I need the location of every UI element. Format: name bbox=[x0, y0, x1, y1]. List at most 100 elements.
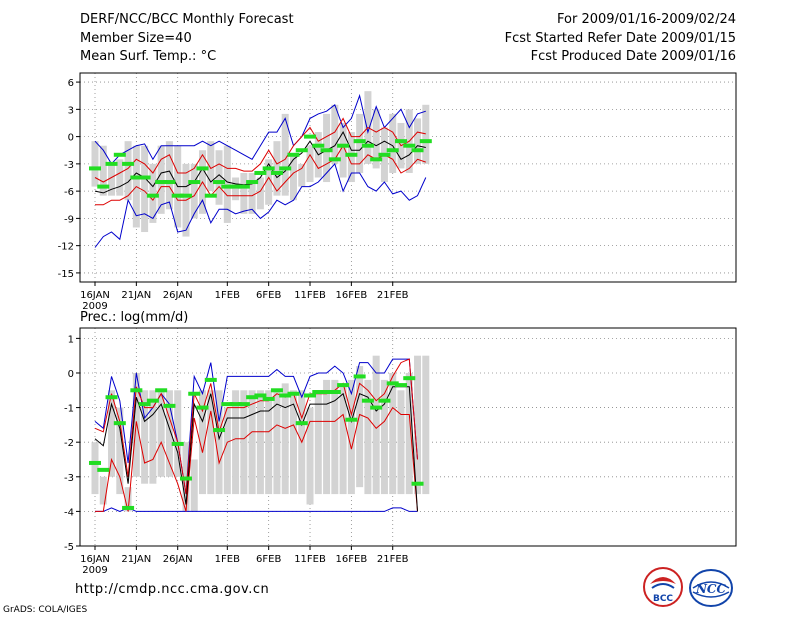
x-tick-sublabel: 2009 bbox=[82, 301, 107, 312]
observed-marker bbox=[254, 393, 267, 398]
observed-marker bbox=[279, 166, 292, 171]
y-tick-label: 1 bbox=[68, 334, 74, 345]
observed-marker bbox=[213, 428, 226, 433]
observed-marker bbox=[138, 175, 151, 180]
ensemble-box bbox=[356, 113, 364, 173]
y-tick-label: -3 bbox=[64, 473, 74, 484]
observed-marker bbox=[262, 166, 275, 171]
ensemble-box bbox=[281, 113, 289, 196]
x-tick-label: 11FEB bbox=[294, 554, 326, 565]
observed-marker bbox=[386, 148, 399, 153]
ensemble-box bbox=[389, 372, 397, 495]
observed-marker bbox=[295, 148, 308, 153]
ensemble-box bbox=[223, 407, 231, 495]
y-tick-label: -15 bbox=[58, 269, 74, 280]
y-tick-label: 6 bbox=[68, 78, 74, 89]
ncc-logo-text: NCC bbox=[695, 582, 727, 596]
y-tick-label: -5 bbox=[64, 542, 74, 553]
x-tick-label: 21JAN bbox=[121, 290, 151, 301]
footer-url[interactable]: http://cmdp.ncc.cma.gov.cn bbox=[75, 582, 270, 597]
max-line bbox=[94, 93, 426, 165]
observed-marker bbox=[279, 393, 292, 398]
observed-marker bbox=[155, 180, 168, 185]
observed-marker bbox=[229, 402, 242, 407]
ensemble-box bbox=[232, 390, 240, 495]
ensemble-box bbox=[265, 159, 273, 205]
observed-marker bbox=[97, 467, 110, 472]
ensemble-box bbox=[323, 379, 331, 495]
ensemble-box bbox=[331, 104, 339, 164]
ensemble-box bbox=[240, 390, 248, 495]
observed-marker bbox=[130, 388, 143, 393]
observed-marker bbox=[378, 398, 391, 403]
observed-marker bbox=[89, 460, 101, 465]
observed-marker bbox=[361, 143, 374, 148]
precipitation-panel: -5 -4 -3 -2 -1 0 1 16JAN 21JAN 26JAN 1FEB 6FEB 11FEB… bbox=[64, 327, 737, 576]
observed-marker bbox=[113, 421, 126, 426]
observed-marker bbox=[188, 391, 201, 396]
ensemble-box bbox=[422, 355, 430, 495]
observed-marker bbox=[320, 390, 333, 395]
observed-marker bbox=[312, 390, 325, 395]
observed-marker bbox=[171, 193, 184, 198]
x-tick-label: 21FEB bbox=[377, 554, 409, 565]
ensemble-box bbox=[108, 390, 116, 477]
ensemble-mean-line bbox=[94, 386, 418, 512]
ensemble-box bbox=[190, 459, 198, 512]
ensemble-box bbox=[397, 390, 405, 495]
ensemble-box bbox=[347, 132, 355, 183]
ensemble-box bbox=[165, 141, 173, 210]
ensemble-box bbox=[99, 476, 107, 505]
x-tick-label: 26JAN bbox=[163, 290, 193, 301]
ensemble-box bbox=[347, 379, 355, 495]
ensemble-box bbox=[314, 390, 322, 495]
ensemble-box bbox=[405, 372, 413, 495]
ensemble-box bbox=[174, 390, 182, 477]
observed-marker bbox=[328, 157, 341, 162]
ensemble-box bbox=[116, 407, 124, 495]
ensemble-box bbox=[256, 390, 264, 495]
observed-marker bbox=[229, 184, 242, 189]
ensemble-box bbox=[380, 379, 388, 495]
observed-marker bbox=[246, 395, 259, 400]
ensemble-box bbox=[91, 442, 99, 495]
ensemble-box bbox=[215, 390, 223, 495]
observed-marker bbox=[122, 161, 135, 166]
ensemble-box bbox=[108, 163, 116, 196]
x-tick-label: 21JAN bbox=[121, 554, 151, 565]
ensemble-box bbox=[422, 104, 430, 164]
observed-marker bbox=[295, 421, 308, 426]
observed-marker bbox=[403, 376, 416, 381]
observed-marker bbox=[130, 175, 143, 180]
observed-marker bbox=[221, 402, 234, 407]
x-tick-label: 16FEB bbox=[336, 554, 368, 565]
observed-marker bbox=[237, 184, 250, 189]
observed-marker bbox=[213, 180, 226, 185]
y-tick-label: -1 bbox=[64, 404, 74, 415]
ensemble-box bbox=[281, 383, 289, 495]
observed-marker bbox=[155, 388, 168, 393]
x-tick-label: 1FEB bbox=[215, 290, 240, 301]
ensemble-box bbox=[199, 390, 207, 495]
observed-marker bbox=[97, 184, 110, 189]
ensemble-box bbox=[323, 113, 331, 183]
grads-credit: GrADS: COLA/IGES bbox=[3, 605, 88, 615]
observed-marker bbox=[394, 383, 407, 388]
prec-label: Prec.: log(mm/d) bbox=[80, 310, 189, 325]
observed-marker bbox=[196, 166, 209, 171]
observed-marker bbox=[353, 374, 366, 379]
observed-marker bbox=[304, 393, 317, 398]
observed-marker bbox=[204, 193, 217, 198]
header-title: DERF/NCC/BCC Monthly Forecast bbox=[80, 12, 294, 27]
observed-marker bbox=[146, 398, 159, 403]
max-line bbox=[94, 358, 418, 495]
observed-marker bbox=[386, 381, 399, 386]
observed-marker bbox=[89, 166, 101, 171]
x-tick-label: 6FEB bbox=[256, 290, 281, 301]
observed-marker bbox=[105, 395, 118, 400]
ensemble-box bbox=[248, 172, 256, 214]
header-variable: Mean Surf. Temp.: °C bbox=[80, 49, 217, 64]
observed-marker bbox=[246, 180, 259, 185]
observed-marker bbox=[370, 157, 383, 162]
